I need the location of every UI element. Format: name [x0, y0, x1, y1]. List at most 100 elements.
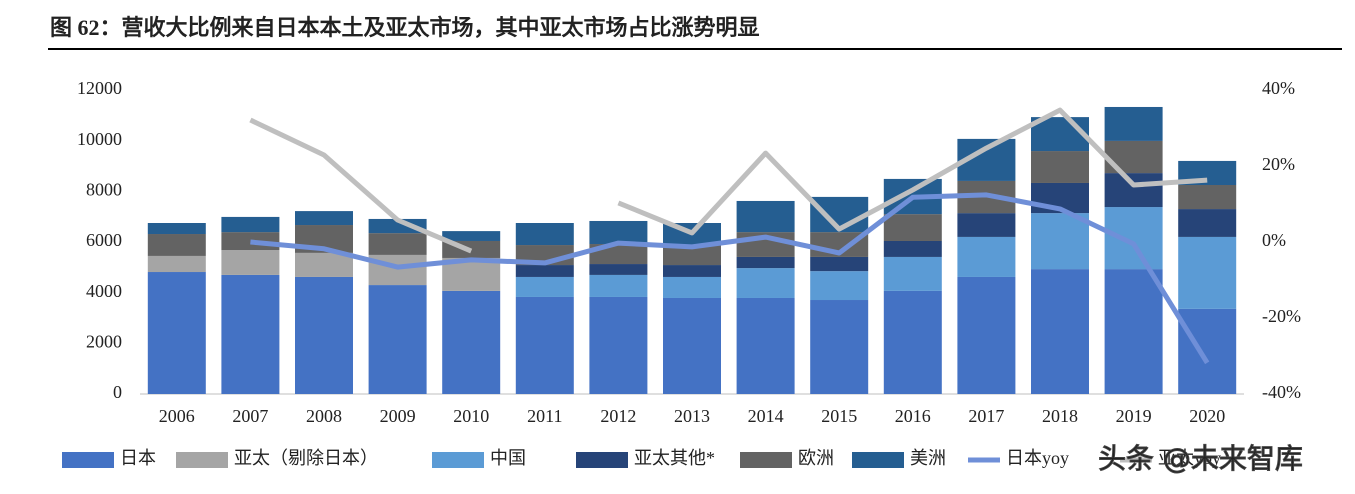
bar-segment — [883, 290, 942, 394]
y2-tick-label: -20% — [1262, 306, 1301, 326]
bar-segment — [1178, 308, 1237, 394]
bar-segment — [957, 236, 1016, 277]
bar-segment — [883, 214, 942, 241]
bar-segment — [957, 213, 1016, 237]
legend-label: 日本 — [120, 448, 156, 468]
y2-tick-label: 20% — [1262, 154, 1295, 174]
y-tick-label: 8000 — [86, 179, 122, 199]
bar-segment — [663, 265, 721, 277]
bar-segment — [515, 265, 574, 277]
x-tick-label: 2010 — [453, 406, 489, 426]
bar-segment — [736, 256, 795, 269]
bar-segment — [663, 297, 721, 394]
bar-segment — [1104, 173, 1163, 208]
chart-title: 图 62：营收大比例来自日本本土及亚太市场，其中亚太市场占比涨势明显 — [50, 15, 760, 40]
bar-segment — [883, 256, 942, 291]
bar-segment — [1178, 185, 1237, 210]
y-tick-label: 2000 — [86, 331, 122, 351]
y2-tick-label: 0% — [1262, 230, 1286, 250]
y2-tick-label: 40% — [1262, 78, 1295, 98]
bar-segment — [442, 231, 501, 241]
bar-segment — [663, 245, 721, 266]
bar-segment — [957, 276, 1016, 394]
legend-label: 亚太yoy — [1158, 448, 1221, 468]
legend-label: 中国 — [490, 448, 526, 468]
bar-segment — [1031, 213, 1089, 270]
legend-swatch — [740, 452, 792, 468]
x-tick-label: 2009 — [380, 406, 416, 426]
bar-segment — [810, 271, 869, 301]
bar-segment — [221, 274, 280, 394]
legend-label: 美洲 — [910, 448, 946, 468]
bar-segment — [295, 211, 353, 226]
bar-segment — [1031, 269, 1089, 394]
bar-segment — [368, 254, 427, 286]
bar-segment — [883, 240, 942, 257]
bar-segment — [147, 223, 206, 235]
bar-segment — [147, 234, 206, 256]
x-tick-label: 2019 — [1116, 406, 1152, 426]
bar-segment — [1104, 207, 1163, 270]
bar-segment — [810, 256, 869, 272]
y-tick-label: 10000 — [77, 129, 122, 149]
y-tick-label: 4000 — [86, 281, 122, 301]
x-tick-label: 2016 — [895, 406, 931, 426]
y2-tick-label: -40% — [1262, 382, 1301, 402]
bar-segment — [295, 276, 353, 394]
legend-swatch — [432, 452, 484, 468]
bar-segment — [589, 274, 648, 297]
x-tick-label: 2013 — [674, 406, 710, 426]
bar-segment — [221, 216, 280, 233]
x-tick-label: 2006 — [159, 406, 195, 426]
bar-segment — [147, 272, 206, 394]
bar-segment — [515, 223, 574, 246]
y-tick-label: 12000 — [77, 78, 122, 98]
x-tick-label: 2011 — [527, 406, 562, 426]
y-tick-label: 0 — [113, 382, 122, 402]
line-series — [250, 192, 1210, 365]
bar-segment — [515, 276, 574, 297]
y-tick-label: 6000 — [86, 230, 122, 250]
bar-segment — [1104, 106, 1163, 141]
x-tick-label: 2014 — [748, 406, 784, 426]
bar-segment — [295, 252, 353, 277]
x-tick-label: 2012 — [600, 406, 636, 426]
bar-segment — [368, 218, 427, 234]
x-tick-label: 2018 — [1042, 406, 1078, 426]
bar-segment — [147, 255, 206, 273]
bar-segment — [368, 285, 427, 394]
legend-swatch — [62, 452, 114, 468]
bar-segment — [736, 200, 795, 233]
bar-segment — [1178, 209, 1237, 237]
legend-label: 亚太（剔除日本） — [234, 448, 378, 468]
bar-segment — [221, 232, 280, 251]
legend-label: 欧洲 — [798, 448, 834, 468]
legend-label: 日本yoy — [1006, 448, 1069, 468]
legend-swatch — [176, 452, 228, 468]
x-tick-label: 2007 — [232, 406, 268, 426]
legend-swatch — [576, 452, 628, 468]
bar-segment — [736, 268, 795, 298]
bar-segment — [1104, 269, 1163, 394]
x-tick-label: 2008 — [306, 406, 342, 426]
bar-segment — [589, 296, 648, 394]
bar-segment — [368, 233, 427, 255]
bar-segment — [221, 250, 280, 275]
bar-segment — [810, 300, 869, 394]
x-tick-label: 2017 — [968, 406, 1004, 426]
bar-segment — [663, 276, 721, 298]
bar-segment — [736, 297, 795, 394]
bar-segment — [1104, 140, 1163, 174]
bar-segment — [442, 290, 501, 394]
bar-segment — [515, 296, 574, 394]
bar-segment — [589, 220, 648, 245]
line-series — [249, 107, 1208, 254]
watermark: 头条 @未来智库 — [1098, 442, 1303, 475]
x-tick-label: 2015 — [821, 406, 857, 426]
bar-segment — [1031, 151, 1089, 183]
bar-segment — [589, 264, 648, 275]
bar-segment — [1178, 236, 1237, 309]
legend-label: 亚太其他* — [634, 448, 715, 468]
x-tick-label: 2020 — [1189, 406, 1225, 426]
